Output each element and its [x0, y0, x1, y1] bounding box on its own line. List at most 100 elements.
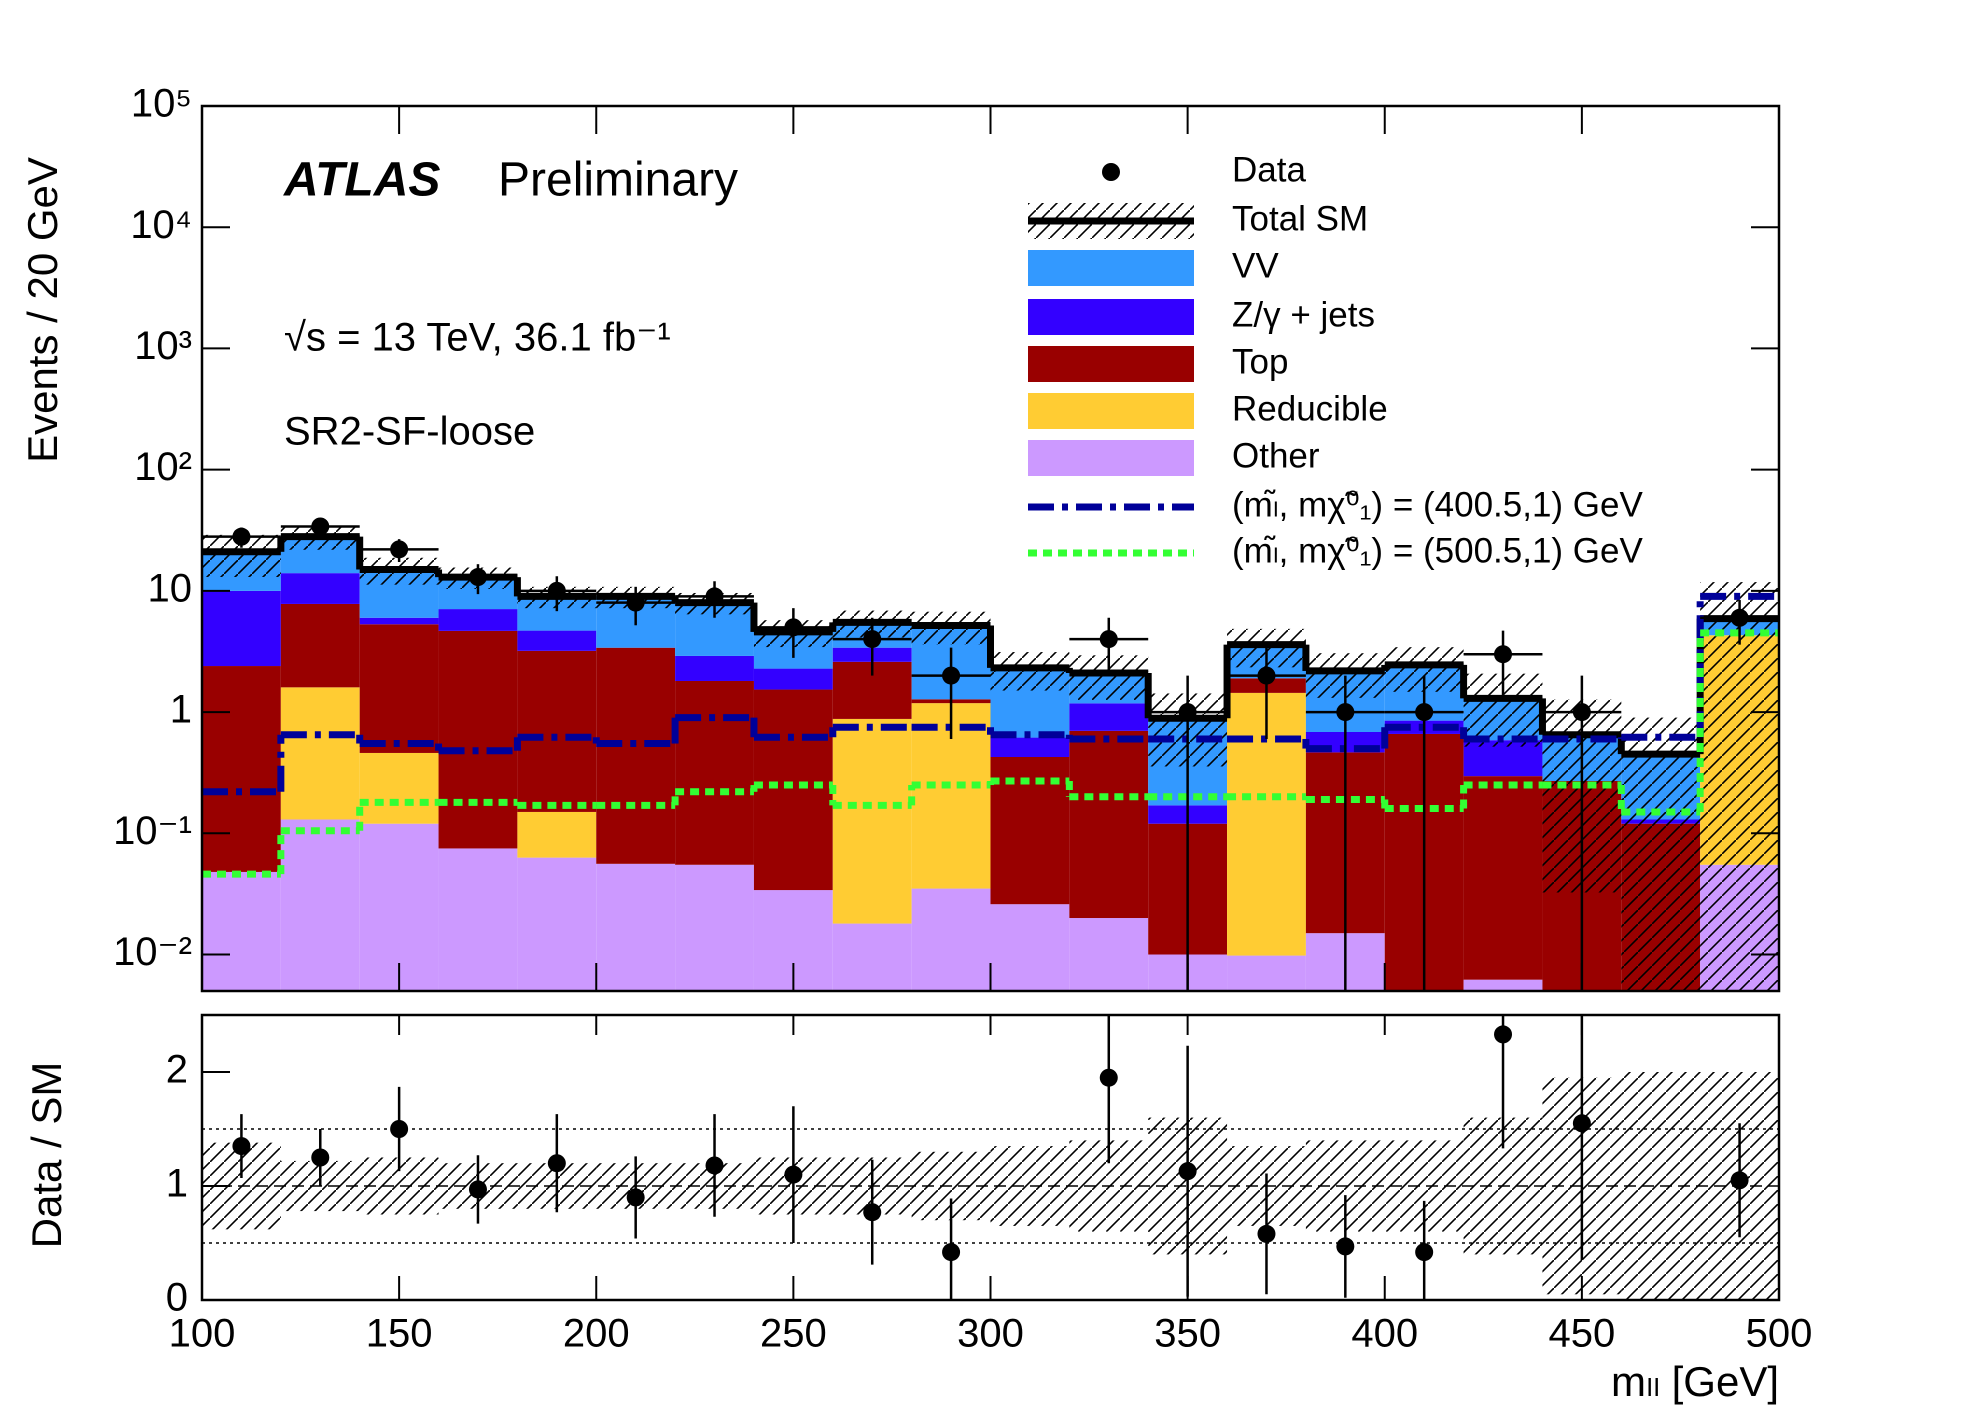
ratio-y-tick-label: 0 — [166, 1276, 188, 1320]
y-tick-label: 10² — [134, 445, 192, 489]
stack-bar — [280, 603, 360, 688]
y-tick-label: 1 — [170, 688, 192, 732]
stack-bar — [1069, 703, 1149, 731]
y-tick-label: 10⁵ — [131, 82, 192, 126]
x-tick-label: 300 — [957, 1312, 1024, 1356]
main-plot — [202, 517, 1779, 991]
stack-bar — [438, 848, 518, 991]
stack-bar — [359, 752, 439, 824]
legend-label: Data — [1232, 150, 1306, 189]
stack-bar — [202, 871, 281, 991]
y-tick-label: 10⁻¹ — [113, 809, 192, 853]
data-point — [784, 618, 803, 637]
data-point — [1336, 703, 1355, 722]
ratio-point — [311, 1148, 330, 1167]
ratio-y-tick-label: 2 — [166, 1048, 188, 1092]
stack-bar — [202, 666, 281, 872]
legend-label: Top — [1232, 342, 1288, 381]
ratio-point — [1494, 1025, 1513, 1044]
legend-label: VV — [1232, 246, 1279, 285]
legend-label: Reducible — [1232, 389, 1388, 428]
data-point — [311, 517, 330, 536]
legend-swatch — [1028, 440, 1194, 476]
stack-bar — [675, 680, 754, 865]
ratio-point — [1257, 1224, 1276, 1243]
stack-bar — [280, 573, 360, 604]
uncertainty-band — [1621, 717, 1701, 991]
stack-bar — [517, 630, 597, 651]
x-tick-label: 250 — [760, 1312, 827, 1356]
data-point — [547, 581, 566, 600]
data-point — [942, 666, 961, 685]
ratio-point — [705, 1156, 724, 1175]
ratio-point — [626, 1188, 645, 1207]
stack-bar — [675, 864, 754, 991]
ratio-point — [863, 1203, 882, 1222]
stack-bar — [1069, 918, 1149, 991]
stack-bar — [1227, 955, 1306, 991]
legend-label: Z/γ + jets — [1232, 295, 1375, 334]
stack-bar — [1463, 979, 1543, 991]
x-axis-label: mₗₗ [GeV] — [1611, 1358, 1779, 1405]
stack-bar — [1069, 730, 1149, 919]
stack-bar — [359, 617, 439, 625]
x-tick-label: 450 — [1549, 1312, 1616, 1356]
legend-label: Other — [1232, 436, 1320, 475]
stack-bar — [438, 609, 518, 631]
stack-bar — [832, 923, 912, 991]
y-axis-label: Events / 20 GeV — [19, 157, 66, 463]
stack-bar — [675, 655, 754, 681]
y-tick-label: 10 — [148, 566, 193, 610]
stack-bar — [280, 819, 360, 991]
uncertainty-band — [1700, 582, 1779, 991]
stack-bar — [596, 647, 676, 864]
ratio-point — [1415, 1243, 1434, 1262]
title: ATLAS — [283, 154, 440, 207]
data-point — [863, 630, 882, 649]
x-tick-label: 100 — [169, 1312, 236, 1356]
ratio-point — [547, 1154, 566, 1173]
ratio-point — [1178, 1162, 1197, 1181]
stack-bar — [990, 737, 1070, 758]
y-tick-label: 10³ — [134, 324, 192, 368]
ratio-point — [390, 1120, 409, 1138]
legend-label: (mₗ̃, mχ̃⁰₁) = (500.5,1) GeV — [1232, 531, 1643, 570]
overlay: 10⁻² 10⁻¹ 1 10 10² 10³ 10⁴ 10⁵ 0 1 2 100 150 200 250 30… — [113, 82, 1812, 1356]
ratio-point — [232, 1137, 251, 1156]
data-point — [626, 593, 645, 612]
stack-bar — [438, 630, 518, 849]
data-point — [1572, 703, 1591, 722]
x-tick-label: 500 — [1746, 1312, 1813, 1356]
ratio-plot — [202, 1015, 1779, 1300]
ratio-point — [1336, 1237, 1355, 1256]
stack-bar — [202, 590, 281, 667]
stack-bar — [596, 863, 676, 991]
stack-bar — [753, 689, 833, 891]
ratio-point — [1572, 1114, 1591, 1133]
data-point — [232, 527, 251, 546]
data-point — [468, 568, 487, 587]
legend-label: (mₗ̃, mχ̃⁰₁) = (400.5,1) GeV — [1232, 485, 1643, 524]
ratio-point — [1730, 1171, 1749, 1190]
data-point — [1415, 703, 1434, 722]
data-point — [1099, 630, 1118, 649]
ratio-point — [942, 1243, 961, 1262]
ratio-point — [1099, 1068, 1118, 1087]
legend-label: Total SM — [1232, 199, 1368, 238]
stack-bar — [832, 718, 912, 924]
stack-bar — [280, 687, 360, 820]
ratio-point — [784, 1165, 803, 1184]
stack-bar — [359, 624, 439, 753]
data-point — [1494, 645, 1513, 664]
x-tick-label: 350 — [1154, 1312, 1221, 1356]
stack-bar — [753, 668, 833, 690]
annotation: SR2-SF-loose — [284, 410, 535, 454]
subtitle: Preliminary — [498, 154, 738, 207]
ratio-y-axis-label: Data / SM — [23, 1062, 70, 1249]
legend-swatch — [1028, 250, 1194, 286]
stack-bar — [1463, 776, 1543, 980]
legend-swatch — [1028, 299, 1194, 335]
stack-bar — [517, 811, 597, 858]
stack-bar — [990, 904, 1070, 991]
